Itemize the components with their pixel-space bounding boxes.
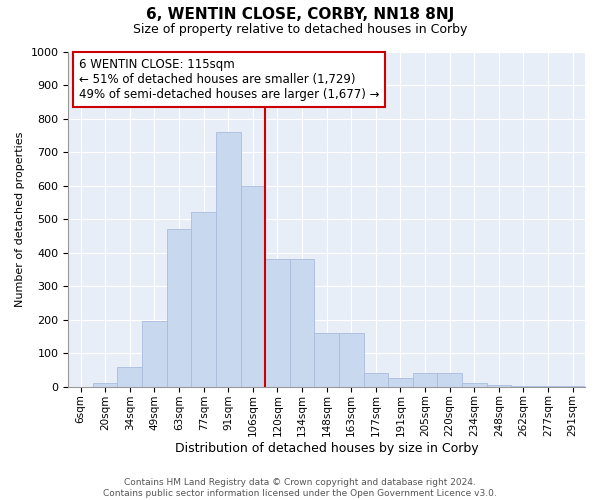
Bar: [339, 333, 364, 386]
Bar: [167, 229, 191, 386]
Bar: [364, 374, 388, 386]
X-axis label: Distribution of detached houses by size in Corby: Distribution of detached houses by size …: [175, 442, 478, 455]
Bar: [118, 366, 142, 386]
Text: Size of property relative to detached houses in Corby: Size of property relative to detached ho…: [133, 22, 467, 36]
Bar: [191, 212, 216, 386]
Bar: [388, 378, 413, 386]
Y-axis label: Number of detached properties: Number of detached properties: [15, 132, 25, 307]
Bar: [290, 260, 314, 386]
Bar: [265, 260, 290, 386]
Text: Contains HM Land Registry data © Crown copyright and database right 2024.
Contai: Contains HM Land Registry data © Crown c…: [103, 478, 497, 498]
Text: 6 WENTIN CLOSE: 115sqm
← 51% of detached houses are smaller (1,729)
49% of semi-: 6 WENTIN CLOSE: 115sqm ← 51% of detached…: [79, 58, 379, 101]
Bar: [487, 385, 511, 386]
Bar: [413, 372, 437, 386]
Bar: [437, 372, 462, 386]
Bar: [216, 132, 241, 386]
Text: 6, WENTIN CLOSE, CORBY, NN18 8NJ: 6, WENTIN CLOSE, CORBY, NN18 8NJ: [146, 8, 454, 22]
Bar: [142, 322, 167, 386]
Bar: [314, 333, 339, 386]
Bar: [241, 186, 265, 386]
Bar: [93, 384, 118, 386]
Bar: [462, 384, 487, 386]
